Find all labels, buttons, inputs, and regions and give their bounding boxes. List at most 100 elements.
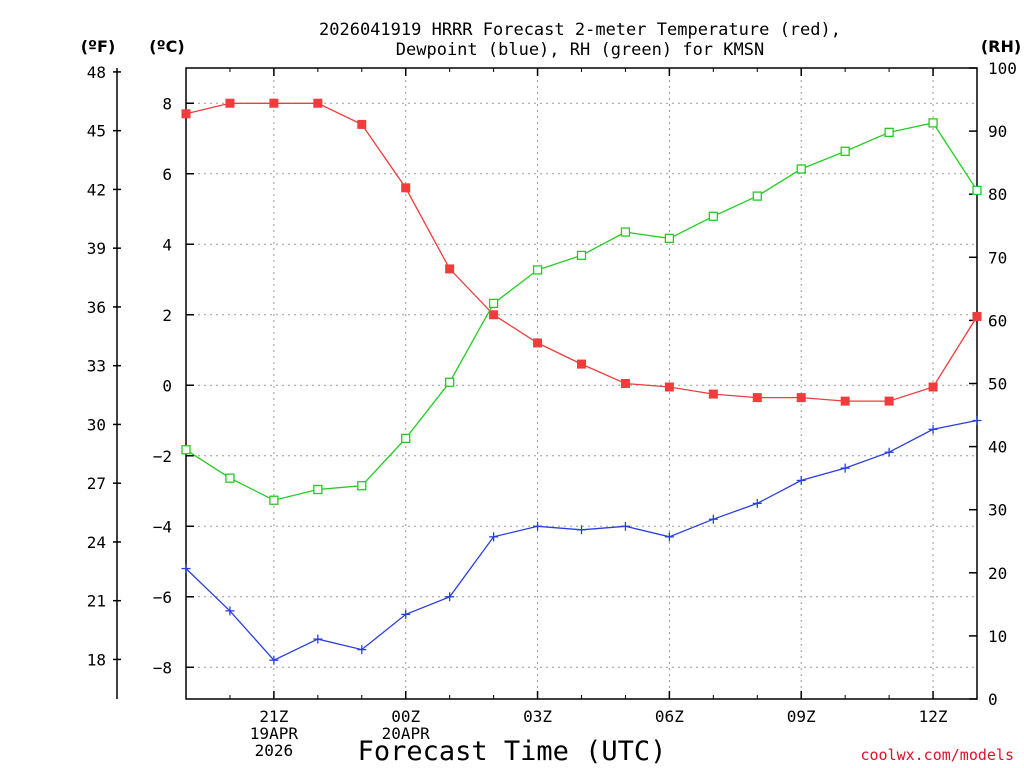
- rh-tick-label: 50: [988, 375, 1007, 394]
- celsius-axis-label: (ºC): [149, 37, 184, 56]
- relative-humidity-point: [708, 211, 718, 221]
- chart-title-line1: 2026041919 HRRR Forecast 2-meter Tempera…: [319, 20, 841, 40]
- dewpoint-point: [620, 521, 630, 531]
- 2-meter-temperature-point: [577, 359, 586, 369]
- x-tick-label: 03Z: [523, 707, 552, 726]
- celsius-tick-label: −6: [153, 588, 172, 607]
- 2-meter-temperature-point: [181, 109, 191, 119]
- 2-meter-temperature-point: [928, 382, 938, 392]
- relative-humidity-point: [357, 481, 367, 491]
- relative-humidity-point: [532, 265, 543, 275]
- 2-meter-temperature-point: [752, 393, 762, 403]
- relative-humidity-point: [488, 298, 499, 309]
- x-axis-title: Forecast Time (UTC): [358, 736, 667, 767]
- dewpoint-point: [708, 514, 718, 524]
- fahrenheit-tick-label: 33: [87, 357, 106, 376]
- fahrenheit-tick-label: 30: [87, 415, 106, 434]
- x-tick-label: 06Z: [655, 707, 684, 726]
- celsius-tick-label: 6: [162, 165, 172, 184]
- 2-meter-temperature-point: [664, 382, 674, 392]
- rh-tick-label: 60: [988, 311, 1007, 330]
- fahrenheit-tick-label: 18: [87, 650, 106, 669]
- dewpoint-point: [357, 645, 367, 655]
- relative-humidity-point: [752, 191, 762, 201]
- 2-meter-temperature-point: [796, 393, 806, 403]
- 2-meter-temperature-point: [620, 379, 630, 388]
- rh-tick-label: 80: [988, 185, 1007, 204]
- x-tick-label: 09Z: [787, 707, 816, 726]
- relative-humidity-point: [796, 164, 806, 174]
- celsius-tick-label: −8: [153, 658, 172, 677]
- 2-meter-temperature-point: [225, 98, 235, 108]
- credit-text[interactable]: coolwx.com/models: [860, 746, 1014, 764]
- dewpoint-point: [533, 521, 543, 531]
- dewpoint-point: [269, 655, 279, 665]
- dewpoint-point: [884, 447, 894, 457]
- fahrenheit-tick-label: 39: [87, 239, 106, 258]
- relative-humidity-point: [269, 495, 279, 505]
- relative-humidity-point: [181, 445, 191, 455]
- relative-humidity-point: [445, 377, 455, 387]
- chart-title-line2: Dewpoint (blue), RH (green) for KMSN: [396, 40, 764, 60]
- 2-meter-temperature-point: [972, 312, 982, 322]
- dewpoint-line: [185, 419, 978, 661]
- 2-meter-temperature-point: [884, 396, 894, 406]
- relative-humidity-point: [840, 146, 850, 156]
- dewpoint-point: [181, 564, 191, 574]
- series: [181, 98, 982, 665]
- 2-meter-temperature-point: [840, 396, 850, 406]
- x-tick-label: 19APR: [250, 724, 299, 743]
- fahrenheit-tick-label: 24: [87, 533, 106, 552]
- relative-humidity-point: [928, 118, 938, 128]
- celsius-tick-label: 0: [162, 376, 172, 395]
- x-tick-label: 20APR: [382, 724, 431, 743]
- relative-humidity-point: [664, 233, 675, 244]
- 2-meter-temperature-point: [708, 389, 718, 399]
- relative-humidity-point: [225, 473, 235, 483]
- grid: [186, 68, 977, 699]
- celsius-tick-label: 8: [162, 94, 172, 113]
- fahrenheit-tick-label: 36: [87, 298, 106, 317]
- 2-meter-temperature-point: [489, 310, 499, 320]
- fahrenheit-axis-label: (ºF): [81, 37, 116, 56]
- fahrenheit-tick-label: 21: [87, 592, 106, 611]
- relative-humidity-point: [313, 484, 323, 495]
- rh-tick-label: 20: [988, 564, 1007, 583]
- celsius-tick-label: 2: [162, 306, 172, 325]
- x-tick-label: 12Z: [919, 707, 948, 726]
- dewpoint-point: [752, 498, 762, 508]
- rh-tick-label: 70: [988, 248, 1007, 267]
- fahrenheit-tick-label: 27: [87, 474, 106, 493]
- x-tick-label: 21Z: [259, 707, 288, 726]
- rh-tick-label: 0: [988, 690, 998, 709]
- dewpoint-point: [796, 475, 806, 485]
- relative-humidity-point: [972, 185, 982, 196]
- fahrenheit-tick-label: 48: [87, 63, 106, 82]
- dewpoint-point: [225, 606, 235, 616]
- relative-humidity-line: [185, 122, 978, 501]
- rh-tick-label: 40: [988, 438, 1007, 457]
- 2-meter-temperature-point: [445, 264, 455, 274]
- rh-axis-label: (RH): [981, 37, 1021, 56]
- fahrenheit-tick-label: 42: [87, 180, 106, 199]
- dewpoint-point: [401, 609, 411, 619]
- relative-humidity-point: [401, 433, 411, 444]
- 2-meter-temperature-point: [269, 98, 279, 108]
- dewpoint-point: [313, 634, 323, 644]
- rh-tick-label: 10: [988, 627, 1007, 646]
- relative-humidity-point: [884, 127, 894, 138]
- 2-meter-temperature-point: [357, 119, 367, 129]
- rh-tick-label: 90: [988, 122, 1007, 141]
- celsius-tick-label: −2: [153, 447, 172, 466]
- x-tick-label: 00Z: [391, 707, 420, 726]
- celsius-tick-label: 4: [162, 235, 172, 254]
- dewpoint-point: [445, 592, 455, 602]
- celsius-tick-label: −4: [153, 517, 172, 536]
- plot-frame: [185, 67, 978, 700]
- rh-tick-label: 100: [988, 59, 1017, 78]
- dewpoint-point: [972, 416, 982, 426]
- rh-tick-label: 30: [988, 501, 1007, 520]
- dewpoint-point: [840, 463, 850, 473]
